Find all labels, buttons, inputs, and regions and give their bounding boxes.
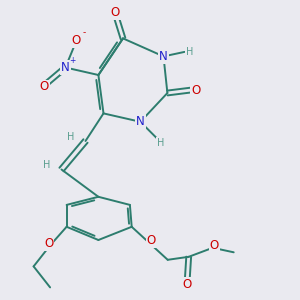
Text: O: O [40, 80, 49, 94]
Text: +: + [69, 56, 75, 65]
Text: O: O [44, 237, 53, 250]
Text: H: H [186, 47, 194, 57]
Text: O: O [71, 34, 80, 47]
Text: N: N [61, 61, 70, 74]
Text: H: H [67, 131, 74, 142]
Text: O: O [147, 234, 156, 248]
Text: O: O [191, 83, 200, 97]
Text: O: O [111, 6, 120, 20]
Text: -: - [83, 28, 86, 37]
Text: O: O [210, 239, 219, 252]
Text: O: O [183, 278, 192, 291]
Text: N: N [136, 115, 145, 128]
Text: N: N [159, 50, 168, 63]
Text: H: H [157, 138, 164, 148]
Text: H: H [44, 160, 51, 170]
